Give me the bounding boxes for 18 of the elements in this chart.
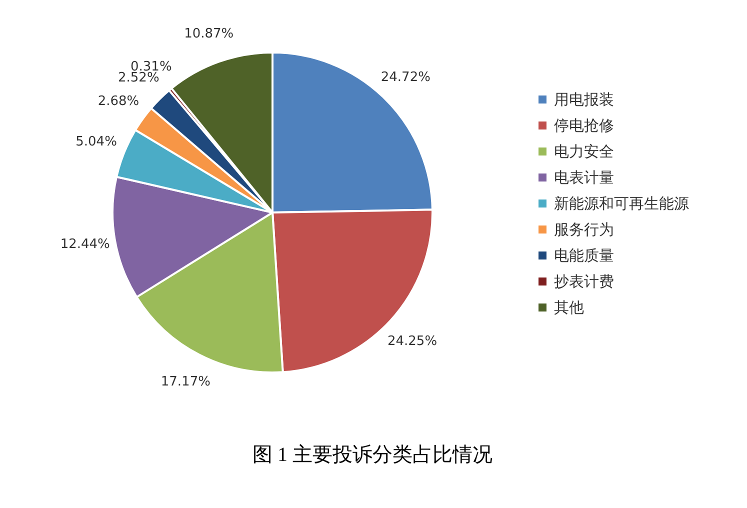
data-label: 24.25% — [387, 334, 438, 350]
legend-label: 服务行为 — [554, 220, 614, 238]
text: 图 1 主要投诉分类占比情况 — [252, 443, 492, 466]
data-label: 5.04% — [76, 134, 117, 150]
legend-label: 电能质量 — [554, 246, 614, 264]
legend-label: 抄表计费 — [554, 272, 614, 290]
legend-label: 电力安全 — [554, 142, 614, 160]
legend-label: 新能源和可再生能源 — [554, 194, 689, 212]
data-label: 2.68% — [98, 94, 140, 110]
data-label: 10.87% — [184, 26, 234, 42]
legend-label: 用电报装 — [554, 90, 614, 108]
legend-label: 电表计量 — [554, 168, 614, 186]
data-label: 17.17% — [160, 374, 210, 390]
data-label: 12.44% — [60, 236, 110, 252]
legend-label: 停电抢修 — [554, 116, 614, 134]
data-label: 2.52% — [118, 70, 160, 86]
legend-label: 其他 — [554, 298, 584, 316]
data-label: 24.72% — [380, 70, 430, 85]
